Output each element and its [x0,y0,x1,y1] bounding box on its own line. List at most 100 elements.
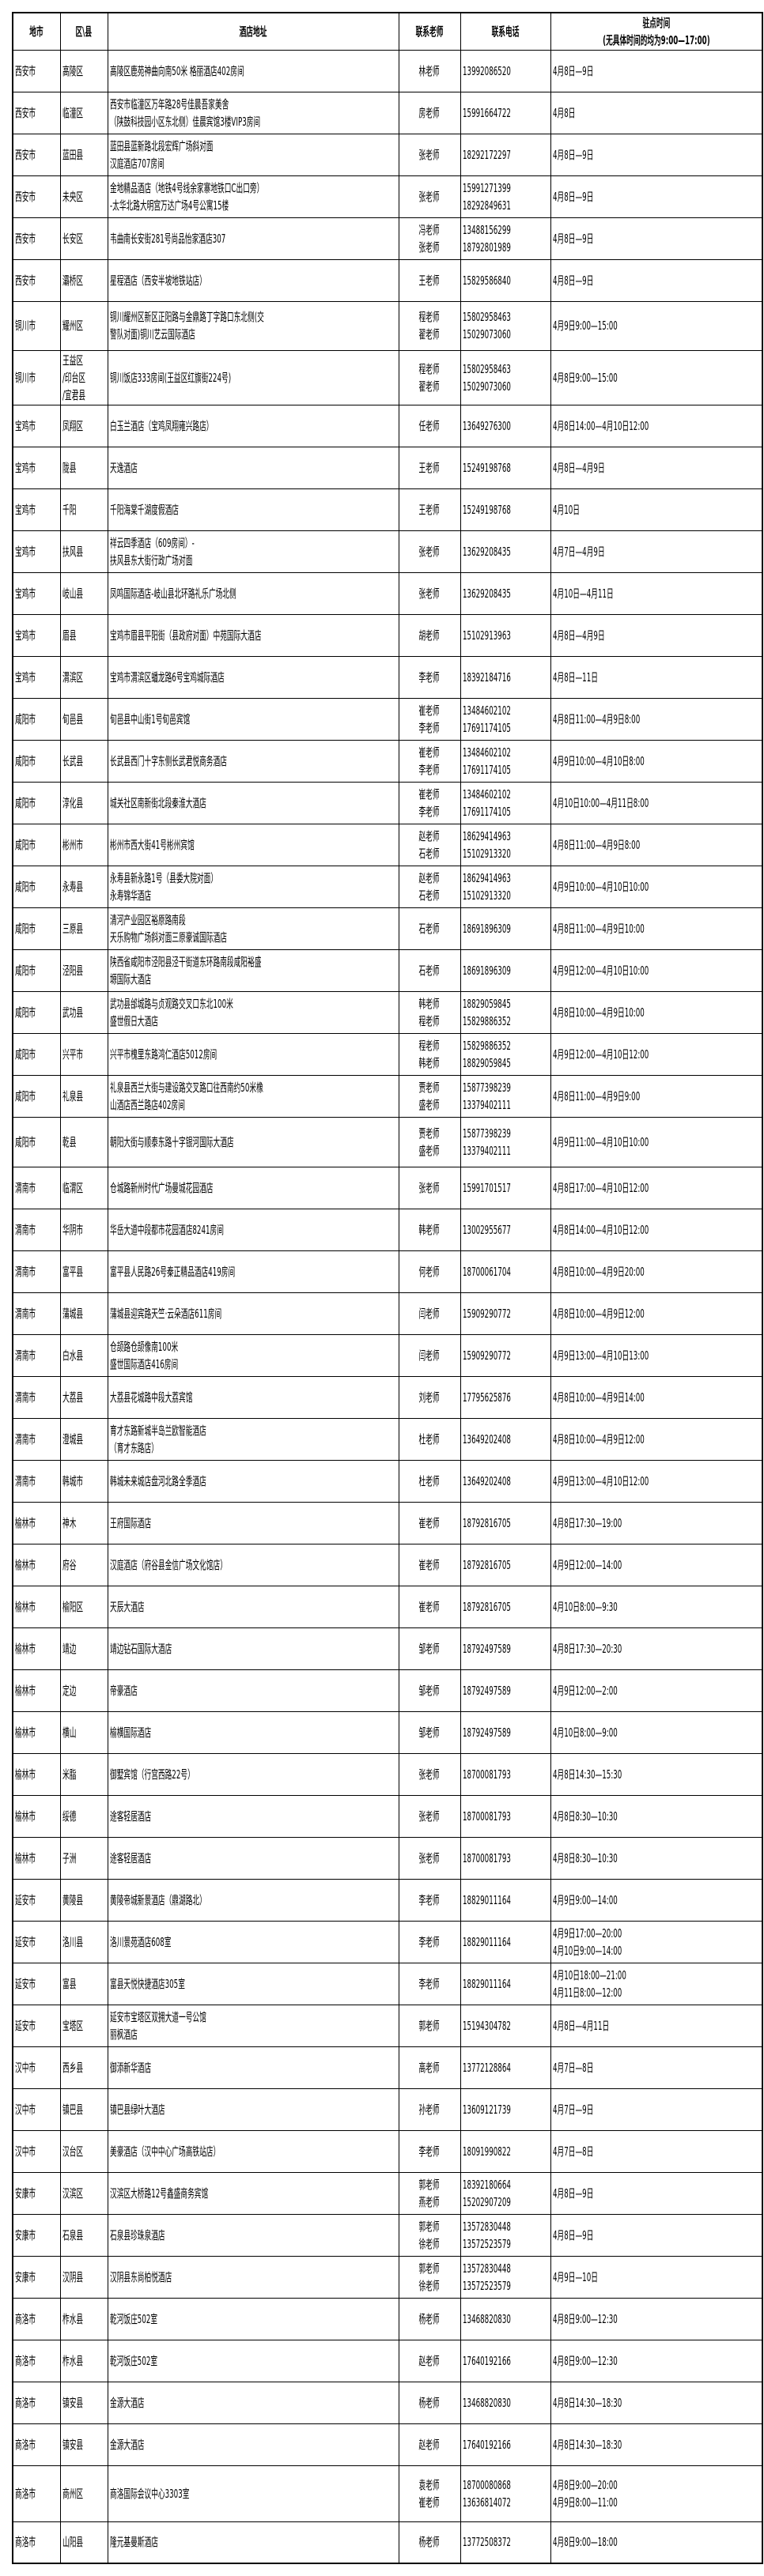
table-row: 榆林市 子洲 途客轻居酒店 张老师 18700081793 4月8日8:30—10:30 [12,1836,763,1880]
time-cell-text: 4月8日10:00—4月9日12:00 [552,1431,645,1446]
table-row: 延安市 黄陵县 黄陵帝城新景酒店（鼎湖路北） 李老师 18829011164 4月9日9:… [12,1878,763,1922]
district-cell-text: 千阳 [62,502,76,517]
teacher-cell-text: 何老师 [418,1264,441,1279]
teacher-cell: 刘老师 [398,1375,461,1419]
district-cell: 蓝田县 [59,133,108,176]
phone-cell: 15802958463 15029073060 [460,300,551,351]
district-cell-text: 靖边 [62,1641,76,1656]
time-cell: 4月9日13:00—4月10日12:00 [550,1459,763,1503]
teacher-cell-text: 崔老师 李老师 [418,745,441,777]
teacher-cell: 程老师 翟老师 [398,349,461,405]
phone-cell: 13002955677 [460,1208,551,1251]
address-cell-text: 千阳海棠千湖度假酒店 [109,502,179,517]
city-cell-text: 安康市 [15,2227,36,2242]
time-cell-text: 4月10日—4月11日 [552,586,614,601]
table-row: 延安市 富县 富县天悦快捷酒店305室 李老师 18829011164 4月10日18:0… [12,1962,763,2005]
time-cell: 4月8日9:00—18:00 [550,2521,763,2564]
city-cell-text: 榆林市 [15,1850,36,1865]
time-cell-text: 4月8日17:30—20:30 [552,1641,622,1656]
table-row: 榆林市 米脂 御墅宾馆（行宫西路22号） 张老师 18700081793 4月8日14:3… [12,1752,763,1796]
district-cell-text: 临渭区 [62,1180,83,1195]
district-cell-text: 礼泉县 [62,1088,83,1103]
time-cell-text: 4月9日12:00—4月10日10:00 [552,963,649,978]
time-cell: 4月9日10:00—4月10日8:00 [550,739,763,783]
district-cell: 眉县 [59,613,108,657]
address-cell-text: 华岳大道中段都市花园酒店8241房间 [109,1222,224,1237]
city-cell: 渭南市 [12,1250,61,1293]
teacher-cell: 杨老师 [398,2521,461,2564]
teacher-cell-text: 李老师 [418,1976,441,1991]
teacher-cell-text: 胡老师 [418,628,441,643]
city-cell-text: 渭南市 [15,1306,36,1321]
phone-cell-text: 15991271399 18292849631 [462,180,511,213]
phone-cell: 18700061704 [460,1250,551,1293]
city-cell: 榆林市 [12,1627,61,1670]
time-cell: 4月7日—9日 [550,2088,763,2131]
phone-cell-text: 17640192166 [462,2437,511,2452]
district-cell: 府谷 [59,1543,108,1586]
teacher-cell-text: 杨老师 [418,2535,441,2550]
city-cell-text: 渭南市 [15,1222,36,1237]
city-cell-text: 榆林市 [15,1767,36,1782]
address-cell: 御墅宾馆（行宫西路22号） [107,1752,399,1796]
address-cell-text: 礼泉县西兰大街与建设路交叉路口往西南约50米橡 山酒店西兰路店402房间 [109,1080,263,1112]
teacher-cell-text: 韩老师 程老师 [418,996,441,1028]
city-cell: 渭南市 [12,1417,61,1461]
phone-cell: 13992086520 [460,49,551,92]
city-cell: 宝鸡市 [12,404,61,447]
time-cell: 4月9日11:00—4月10日10:00 [550,1116,763,1167]
city-cell: 榆林市 [12,1794,61,1838]
district-cell-text: 蒲城县 [62,1306,83,1321]
city-cell-text: 西安市 [15,231,36,246]
table-row: 榆林市 定边 帝豪酒店 邹老师 18792497589 4月9日12:00—2:00 [12,1669,763,1712]
teacher-cell-text: 李老师 [418,2144,441,2159]
time-cell-text: 4月8日14:00—4月10日12:00 [552,1222,649,1237]
time-cell: 4月8日17:30—19:00 [550,1501,763,1544]
phone-cell: 18792497589 [460,1710,551,1754]
hotel-schedule-table: 地市 区\县 酒店地址 联系老师 联系电话 驻点时间 (无具体时间的均为9:00… [12,12,763,2564]
phone-cell: 13572830448 13572523579 [460,2213,551,2257]
address-cell: 金源大酒店 [107,2381,399,2424]
phone-cell-text: 18700081793 [462,1767,511,1782]
district-cell: 灞桥区 [59,258,108,302]
address-cell-text: 乾河饭庄502室 [109,2311,157,2326]
city-cell: 咸阳市 [12,990,61,1034]
address-cell-text: 靖边钻石国际大酒店 [109,1641,172,1656]
teacher-cell-text: 程老师 翟老师 [418,361,441,394]
teacher-cell-text: 邹老师 [418,1641,441,1656]
district-cell-text: 澄城县 [62,1431,83,1446]
teacher-cell-text: 李老师 [418,669,441,685]
phone-cell: 13484602102 17691174105 [460,781,551,824]
city-cell: 咸阳市 [12,697,61,741]
district-cell: 武功县 [59,990,108,1034]
address-cell-text: 星程酒店（西安半坡地铁站店） [109,273,206,288]
time-cell: 4月7日—4月9日 [550,530,763,573]
time-cell-text: 4月8日—11日 [552,669,598,685]
address-cell: 途客轻居酒店 [107,1836,399,1880]
teacher-cell-text: 郭老师 [418,2018,441,2033]
teacher-cell: 邹老师 [398,1627,461,1670]
city-cell-text: 咸阳市 [15,1134,36,1149]
table-row: 榆林市 靖边 靖边钻石国际大酒店 邹老师 18792497589 4月8日17:30—20… [12,1627,763,1670]
teacher-cell-text: 张老师 [418,147,441,162]
address-cell-text: 清河产业园区裕原路南段 天乐购物广场斜对面三原豪诚国际酒店 [109,912,227,945]
district-cell: 商州区 [59,2465,108,2522]
teacher-cell: 王老师 [398,258,461,302]
time-cell: 4月8日—9日 [550,2171,763,2215]
teacher-cell-text: 张老师 [418,1850,441,1865]
teacher-cell-text: 杨老师 [418,2311,441,2326]
address-cell-text: 石泉县珍珠泉酒店 [109,2227,165,2242]
address-cell-text: 高陵区鹿苑神曲向南50米 格丽酒店402房间 [109,63,244,78]
city-cell: 延安市 [12,1920,61,1963]
district-cell: 王益区 /印台区 /宜君县 [59,349,108,405]
phone-cell-text: 13572830448 13572523579 [462,2219,511,2251]
phone-cell-text: 15829886352 18829059845 [462,1038,511,1070]
district-cell-text: 山阳县 [62,2535,83,2550]
phone-cell-text: 13629208435 [462,544,511,559]
address-cell: 汉阴县东尚柏悦酒店 [107,2255,399,2299]
teacher-cell: 李老师 [398,655,461,699]
city-cell-text: 商洛市 [15,2395,36,2410]
time-cell-text: 4月7日—8日 [552,2144,593,2159]
table-row: 汉中市 西乡县 御添新华酒店 高老师 13772128864 4月7日—8日 [12,2046,763,2089]
phone-cell-text: 18691896309 [462,963,511,978]
